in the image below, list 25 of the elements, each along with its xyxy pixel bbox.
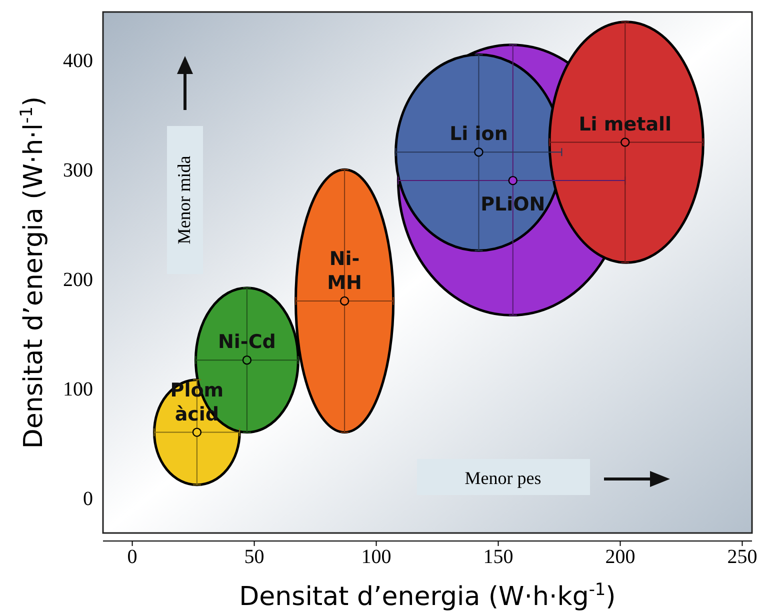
series-label: Li metall: [578, 113, 672, 136]
x-tick-label: 0: [127, 546, 138, 568]
y-tick-label: 200: [63, 269, 93, 292]
y-tick-label: 0: [83, 488, 93, 510]
point: [192, 428, 202, 437]
x-tick-label: 50: [244, 546, 264, 568]
point: [508, 176, 518, 186]
annotation: Menor pes: [464, 468, 542, 488]
y-tick-label: 400: [63, 50, 93, 72]
point: [474, 148, 484, 157]
y-tick-label: 100: [63, 378, 93, 401]
x-tick-label: 100: [361, 546, 392, 568]
point: [242, 355, 252, 365]
series-label: Ni- MH: [327, 248, 362, 294]
x-tick-label: 200: [605, 546, 636, 568]
series-label: Ni-Cd: [218, 331, 276, 354]
y-tick-label: 300: [63, 160, 93, 182]
x-tick-label: 250: [727, 546, 758, 568]
annotation: Menor mida: [174, 156, 194, 244]
series-label: PLiON: [480, 194, 546, 216]
x-tick-label: 150: [483, 546, 514, 568]
x-axis-title: Densitat d’energia (W·h·kg$^{-1}$): [239, 579, 616, 612]
series-label: Li ion: [450, 123, 508, 146]
point: [620, 138, 630, 147]
point: [340, 296, 350, 306]
